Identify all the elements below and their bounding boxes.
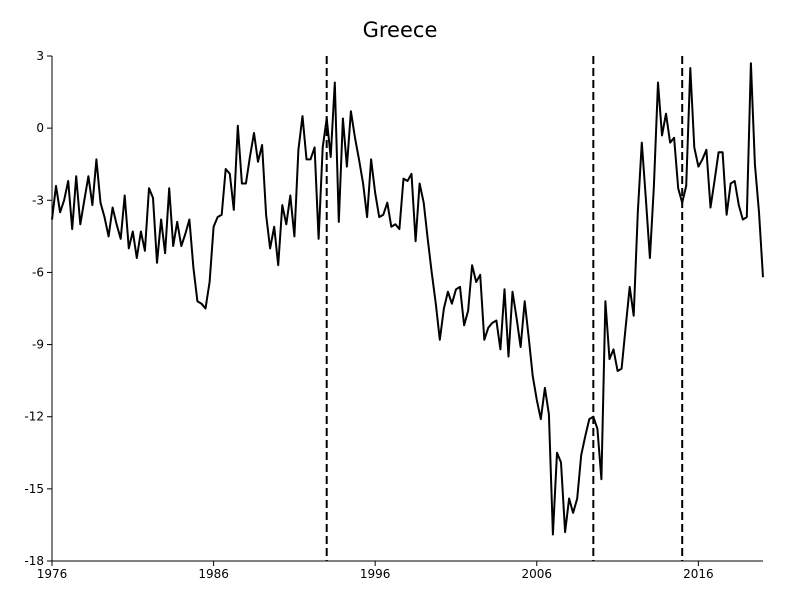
y-tick-label: -9 [32,338,44,352]
x-tick-label: 2006 [521,567,552,581]
y-axis-ticks: 3 0 -3 -6 -9 -12 -15 -18 [24,49,52,568]
x-tick-label: 1996 [360,567,391,581]
x-tick-label: 2016 [683,567,714,581]
y-tick-label: -3 [32,193,44,207]
y-tick-label: -18 [24,554,44,568]
reference-lines [325,56,684,561]
y-tick-label: -12 [24,410,44,424]
y-tick-label: -15 [24,482,44,496]
series-group [51,62,764,536]
x-tick-label: 1986 [198,567,229,581]
x-axis-ticks: 1976 1986 1996 2006 2016 [37,561,714,581]
y-tick-label: -6 [32,265,44,279]
y-tick-label: 0 [36,121,44,135]
series-line [51,62,764,536]
x-tick-label: 1976 [37,567,68,581]
y-tick-label: 3 [36,49,44,63]
chart-title: Greece [363,18,438,42]
